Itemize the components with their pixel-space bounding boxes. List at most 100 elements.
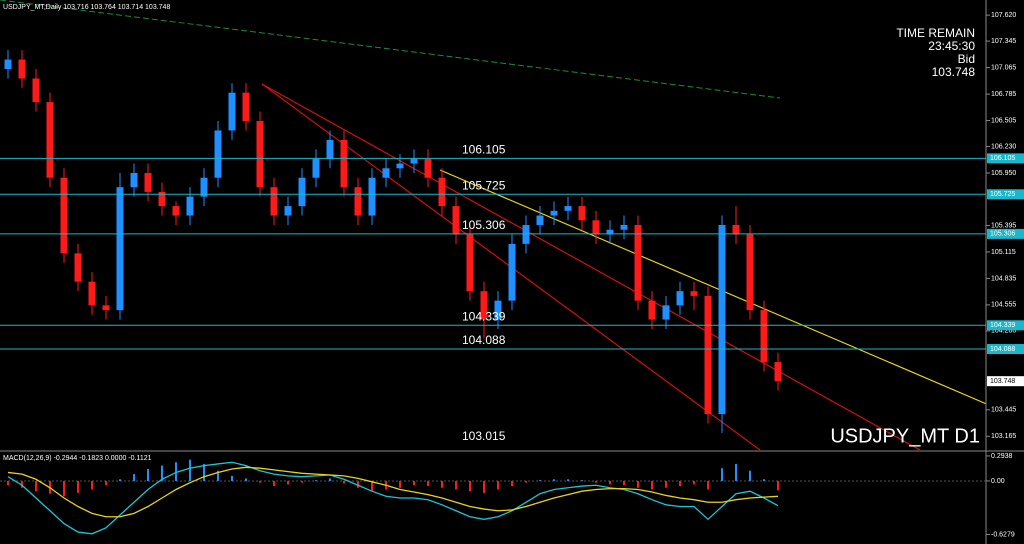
candle-body xyxy=(172,206,180,216)
level-box xyxy=(987,153,1024,164)
candle-body xyxy=(662,305,670,320)
y-tick-label: 104.555 xyxy=(991,302,1016,309)
y-tick-label: 104.280 xyxy=(991,328,1016,335)
macd-title: MACD(12,26,9) -0.2944 -0.1823 0.0000 -0.… xyxy=(3,455,152,462)
candle-body xyxy=(158,191,166,207)
candle-body xyxy=(718,225,726,415)
level-box xyxy=(987,228,1024,239)
candle-body xyxy=(578,206,586,221)
y-tick-label: -0.6279 xyxy=(991,531,1015,538)
candle-body xyxy=(32,78,40,103)
candle-body xyxy=(466,234,474,292)
candle-body xyxy=(256,121,264,188)
macd-line xyxy=(7,466,779,518)
level-label: 103.015 xyxy=(462,429,506,443)
candle-body xyxy=(382,168,390,178)
candle-body xyxy=(340,139,348,188)
y-tick-label: 0.2938 xyxy=(991,453,1013,460)
y-tick-label: 106.505 xyxy=(991,117,1016,124)
y-tick-label: 105.395 xyxy=(991,222,1016,229)
candle-body xyxy=(620,225,628,230)
level-axis-label: 104.339 xyxy=(990,322,1015,329)
candle-body xyxy=(536,215,544,225)
candle-body xyxy=(648,300,656,320)
trendlines xyxy=(0,0,986,450)
candle-body xyxy=(564,206,572,211)
candle-body xyxy=(116,187,124,311)
candle-body xyxy=(228,92,236,131)
y-tick-label: 107.345 xyxy=(991,38,1016,45)
y-tick-label: 103.165 xyxy=(991,433,1016,440)
candle-body xyxy=(760,310,768,363)
candle-body xyxy=(606,229,614,235)
y-tick-label: 103.445 xyxy=(991,407,1016,414)
candle-body xyxy=(592,220,600,235)
y-tick-label: 106.785 xyxy=(991,91,1016,98)
level-label: 106.105 xyxy=(462,143,506,157)
y-tick-label: 105.115 xyxy=(991,249,1016,256)
candle-body xyxy=(270,187,278,216)
candle-body xyxy=(144,173,152,192)
y-tick-label: 104.835 xyxy=(991,275,1016,282)
candle-body xyxy=(368,177,376,216)
level-box xyxy=(987,344,1024,355)
y-tick-label: 105.950 xyxy=(991,170,1016,177)
symbol: USDJPY_MT D1 xyxy=(830,425,980,447)
y-tick-label: 107.065 xyxy=(991,64,1016,71)
candle-body xyxy=(284,206,292,216)
candle-body xyxy=(494,300,502,320)
y-tick-label: 106.230 xyxy=(991,143,1016,150)
level-label: 105.725 xyxy=(462,178,506,192)
candle-body xyxy=(354,187,362,216)
candle-body xyxy=(452,206,460,235)
candle-body xyxy=(480,291,488,320)
level-box xyxy=(987,189,1024,200)
candle-body xyxy=(522,225,530,244)
candle-body xyxy=(88,281,96,306)
level-axis-label: 105.306 xyxy=(990,231,1015,238)
candle-body xyxy=(326,139,334,159)
level-label: 104.339 xyxy=(462,309,506,323)
time-remain: 23:45:30 xyxy=(928,39,975,53)
bid-box xyxy=(987,376,1024,387)
macd-line xyxy=(7,461,779,535)
candle-body xyxy=(410,158,418,164)
time-remain-label: TIME REMAIN xyxy=(896,26,975,40)
candle-body xyxy=(242,92,250,122)
candle-body xyxy=(746,234,754,311)
main-panel xyxy=(4,50,782,433)
candle-body xyxy=(550,210,558,216)
candle-body xyxy=(214,130,222,178)
candle-body xyxy=(774,362,782,381)
bid-label: Bid xyxy=(958,52,975,66)
candle-body xyxy=(46,102,54,178)
candle-body xyxy=(690,291,698,296)
candle-body xyxy=(200,177,208,197)
candle-body xyxy=(18,59,26,79)
candle-body xyxy=(676,291,684,306)
y-tick-label: 107.620 xyxy=(991,12,1016,19)
candle-body xyxy=(312,158,320,178)
candle-body xyxy=(704,295,712,415)
candle-body xyxy=(4,59,12,70)
level-label: 105.306 xyxy=(462,218,506,232)
level-axis-label: 106.105 xyxy=(990,155,1015,162)
candle-body xyxy=(298,177,306,207)
header: USDJPY_MT,Daily 103.716 103.764 103.714 … xyxy=(3,4,170,11)
candle-body xyxy=(634,225,642,301)
candle-body xyxy=(186,196,194,216)
level-box xyxy=(987,320,1024,331)
candle-body xyxy=(74,253,82,282)
candle-body xyxy=(424,158,432,178)
candle-body xyxy=(508,243,516,301)
candle-body xyxy=(130,173,138,188)
candle-body xyxy=(102,305,110,311)
level-label: 104.088 xyxy=(462,333,506,347)
bid: 103.748 xyxy=(932,65,976,79)
candle-body xyxy=(60,177,68,254)
level-axis-label: 104.088 xyxy=(990,346,1015,353)
candle-body xyxy=(438,177,446,207)
candle-body xyxy=(396,163,404,169)
level-axis-label: 105.725 xyxy=(990,191,1015,198)
